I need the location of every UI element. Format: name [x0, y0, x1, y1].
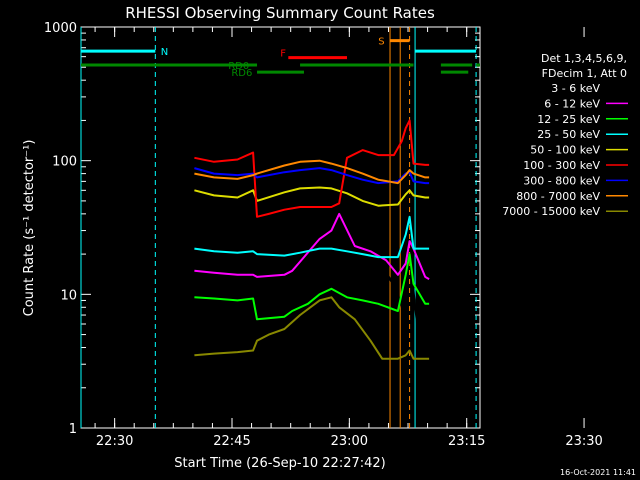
legend-label: 12 - 25 keV — [537, 113, 600, 126]
legend-label: 7000 - 15000 keV — [502, 205, 600, 218]
plot-area: 110100100022:3022:4523:0023:1523:3023:45… — [44, 21, 603, 449]
axes-frame — [80, 26, 481, 429]
flag-label-rd6: RD6 — [231, 68, 252, 79]
chart-title: RHESSI Observing Summary Count Rates — [125, 4, 435, 22]
x-axis-label: Start Time (26-Sep-10 22:27:42) — [174, 456, 385, 471]
series-line-1 — [194, 212, 430, 280]
legend-label: 800 - 7000 keV — [516, 190, 600, 203]
series-line-3 — [194, 215, 430, 259]
x-tick-label: 23:00 — [331, 434, 368, 449]
y-axis-label: Count Rate (s⁻¹ detector⁻¹) — [22, 140, 37, 317]
series-line-8 — [194, 296, 430, 360]
legend: Det 1,3,4,5,6,9, FDecim 1, Att 0 3 - 6 k… — [502, 52, 628, 218]
footer-date: 16-Oct-2021 11:41 — [560, 468, 636, 477]
y-tick-label: 1 — [69, 422, 77, 437]
flag-label-rd0: RD0 — [228, 61, 249, 72]
y-tick-label: 10 — [60, 288, 77, 303]
x-tick-label: 22:30 — [96, 434, 133, 449]
legend-label: 25 - 50 keV — [537, 128, 600, 141]
legend-items: 3 - 6 keV 6 - 12 keV 12 - 25 keV 25 - 50 ke… — [502, 82, 628, 218]
y-tick-label: 100 — [52, 155, 77, 170]
x-tick-label: 23:30 — [565, 434, 602, 449]
x-tick-label: 23:15 — [448, 434, 485, 449]
y-tick-label: 1000 — [44, 21, 77, 36]
legend-header-line-1: Det 1,3,4,5,6,9, — [541, 52, 627, 65]
legend-label: 300 - 800 keV — [523, 174, 600, 187]
flag-label-f: F — [280, 49, 286, 60]
legend-label: 6 - 12 keV — [544, 97, 600, 110]
series-line-6 — [194, 167, 430, 185]
legend-label: 3 - 6 keV — [551, 82, 600, 95]
x-tick-label: 22:45 — [213, 434, 250, 449]
series-line-7 — [194, 159, 430, 185]
flag-label-s: S — [378, 37, 384, 48]
series-line-4 — [194, 186, 430, 207]
legend-header-line-2: FDecim 1, Att 0 — [542, 67, 627, 80]
legend-label: 50 - 100 keV — [530, 144, 600, 157]
legend-label: 100 - 300 keV — [523, 159, 600, 172]
series-line-2 — [194, 253, 430, 321]
flag-label-n: N — [161, 47, 168, 58]
